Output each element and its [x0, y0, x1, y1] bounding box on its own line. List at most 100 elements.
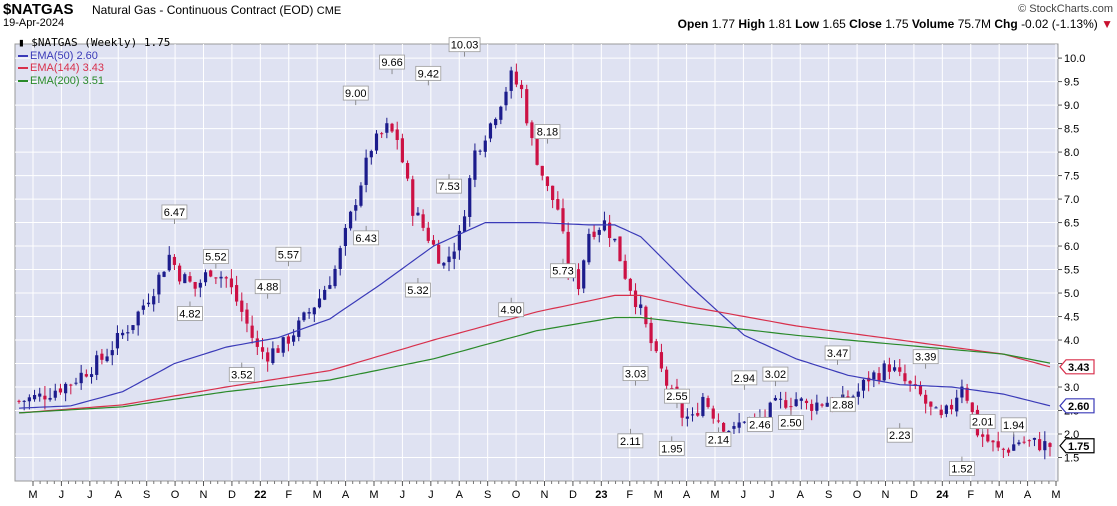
- y-tick-label: 8.5: [1064, 124, 1079, 136]
- callout-label: 5.73: [552, 266, 573, 278]
- candle-body: [333, 268, 337, 287]
- candle-body: [452, 251, 456, 259]
- legend-title: ▮ $NATGAS (Weekly) 1.75: [18, 36, 171, 50]
- volume-label: Volume: [911, 17, 955, 31]
- candle-body: [323, 289, 327, 300]
- candle-body: [908, 381, 912, 384]
- candle-body: [121, 332, 125, 336]
- candle-body: [1043, 441, 1047, 451]
- candle-body: [1022, 441, 1026, 443]
- candle-body: [944, 405, 948, 414]
- candle-body: [768, 402, 772, 420]
- candle-body: [639, 304, 643, 308]
- x-tick-label: M: [995, 489, 1004, 501]
- candle-body: [245, 309, 249, 324]
- callout-label: 8.18: [537, 127, 558, 139]
- candle-body: [690, 414, 695, 416]
- value-tag-label: 1.75: [1068, 441, 1089, 453]
- x-tick-label: A: [342, 489, 350, 501]
- candle-body: [519, 84, 524, 90]
- callout-box: [254, 279, 281, 295]
- candle-body: [152, 296, 156, 305]
- candle-body: [229, 278, 234, 288]
- callout-box: [622, 366, 649, 382]
- candle-body: [504, 91, 508, 106]
- candle-body: [587, 233, 591, 263]
- candle-body: [359, 185, 363, 206]
- ema144-label: EMA(144): [30, 62, 80, 74]
- candle-body: [965, 387, 969, 401]
- candle-body: [722, 422, 726, 432]
- candle-body: [986, 434, 990, 442]
- callout-box: [228, 367, 255, 382]
- candle-body: [991, 440, 995, 443]
- candle-body: [385, 123, 389, 133]
- candle-body: [271, 348, 275, 364]
- candle-body: [628, 278, 632, 291]
- x-tick-label: M: [369, 489, 378, 501]
- candle-body: [426, 227, 430, 241]
- candle-body: [509, 70, 513, 91]
- candle-body: [608, 222, 612, 238]
- x-tick-label: M: [313, 489, 322, 501]
- candle-body: [582, 260, 586, 289]
- candle-body: [291, 335, 296, 342]
- candle-body: [737, 422, 741, 428]
- candle-body: [556, 199, 560, 210]
- ema50-line: [18, 222, 1051, 409]
- candle-body: [918, 385, 923, 395]
- legend-title-text: $NATGAS (Weekly) 1.75: [31, 36, 171, 49]
- x-tick-label: N: [541, 489, 549, 501]
- candle-body: [665, 369, 669, 386]
- callout-box: [550, 263, 576, 279]
- callout-label: 3.02: [765, 369, 786, 381]
- callout-label: 3.47: [827, 348, 848, 360]
- candle-body: [623, 260, 627, 279]
- ema144-value: 3.43: [82, 62, 105, 74]
- candle-body: [58, 388, 63, 393]
- candle-body: [727, 430, 731, 432]
- instrument-title: Natural Gas - Continuous Contract (EOD): [92, 3, 314, 17]
- candle-body: [706, 398, 710, 407]
- open-value: 1.77: [711, 17, 736, 31]
- candle-body: [214, 277, 218, 279]
- callout-box: [912, 349, 939, 365]
- x-tick-label: F: [626, 489, 633, 501]
- callout-label: 1.52: [951, 464, 972, 476]
- callout-label: 2.94: [734, 373, 755, 385]
- ema144-line: [18, 294, 1051, 414]
- candle-body: [815, 402, 819, 411]
- callout-label: 5.52: [205, 252, 226, 264]
- candle-body: [22, 400, 26, 402]
- candle-body: [178, 265, 182, 282]
- y-tick-label: 9.5: [1064, 77, 1079, 89]
- candle-body: [167, 254, 171, 271]
- candle-body: [685, 416, 689, 419]
- candle-body: [810, 403, 814, 411]
- x-tick-label: D: [910, 489, 918, 501]
- candle-body: [540, 165, 544, 176]
- ema200-label: EMA(200): [30, 74, 80, 87]
- candle-body: [882, 363, 886, 381]
- x-tick-label: A: [797, 489, 805, 501]
- x-tick-label: D: [228, 489, 236, 501]
- x-tick-label: S: [825, 489, 832, 501]
- candle-body: [100, 353, 104, 360]
- candle-body: [525, 89, 529, 124]
- close-value: 1.75: [885, 17, 909, 31]
- candle-body: [105, 356, 109, 362]
- callout-box: [379, 54, 405, 70]
- candle-body: [405, 163, 410, 179]
- low-label: Low: [795, 17, 820, 31]
- candle-body: [773, 397, 778, 401]
- x-tick-label: N: [200, 489, 208, 501]
- x-tick-label: M: [28, 489, 37, 501]
- candle-body: [1001, 448, 1005, 450]
- callout-label: 2.11: [620, 436, 641, 448]
- ema200-line: [18, 316, 1051, 414]
- x-tick-label: 24: [936, 489, 949, 501]
- candle-body: [970, 402, 974, 413]
- candle-body: [711, 408, 715, 419]
- candle-body: [545, 176, 550, 186]
- candle-body: [551, 185, 555, 201]
